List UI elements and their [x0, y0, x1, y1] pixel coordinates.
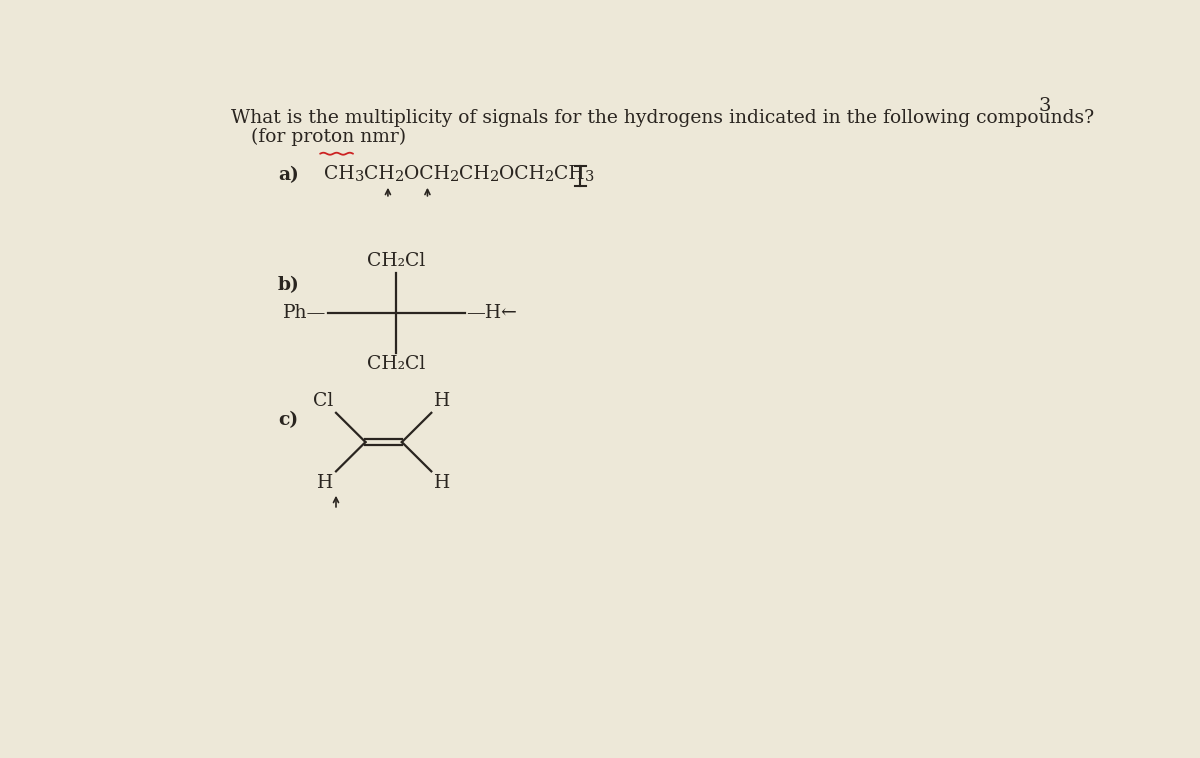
Text: 3: 3 — [355, 170, 365, 184]
Text: (for proton nmr): (for proton nmr) — [251, 128, 406, 146]
Text: OCH: OCH — [404, 165, 450, 183]
Text: H: H — [434, 475, 451, 493]
Text: H: H — [317, 475, 332, 493]
Text: Cl: Cl — [313, 392, 332, 410]
Text: H: H — [434, 392, 451, 410]
Text: c): c) — [278, 412, 298, 429]
Text: 2: 2 — [490, 170, 499, 184]
Text: CH: CH — [365, 165, 395, 183]
Text: CH: CH — [324, 165, 355, 183]
Text: What is the multiplicity of signals for the hydrogens indicated in the following: What is the multiplicity of signals for … — [232, 108, 1094, 127]
Text: Ph—: Ph— — [283, 304, 326, 321]
Text: OCH: OCH — [499, 165, 545, 183]
Text: CH₂Cl: CH₂Cl — [367, 252, 426, 271]
Text: —H←: —H← — [466, 304, 517, 321]
Text: 2: 2 — [545, 170, 554, 184]
Text: CH: CH — [554, 165, 584, 183]
Text: 2: 2 — [395, 170, 404, 184]
Text: a): a) — [278, 167, 299, 184]
Text: 2: 2 — [450, 170, 460, 184]
Text: 3: 3 — [584, 170, 594, 184]
Text: CH: CH — [460, 165, 490, 183]
Text: 3: 3 — [1039, 97, 1051, 115]
Text: CH₂Cl: CH₂Cl — [367, 355, 426, 373]
Text: b): b) — [278, 276, 300, 294]
